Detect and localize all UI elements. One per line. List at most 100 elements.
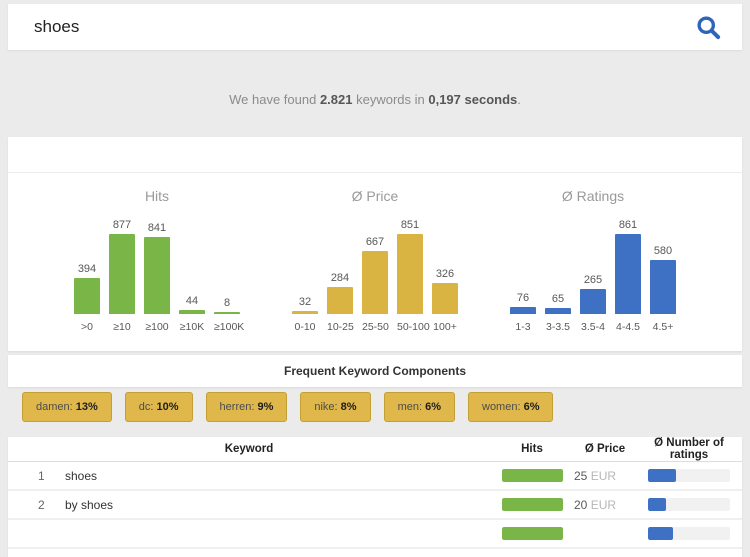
chart-bar[interactable] xyxy=(650,260,676,314)
results-summary: We have found 2.821 keywords in 0,197 se… xyxy=(8,92,742,107)
ratings-bar xyxy=(648,527,673,540)
axis-tick-label: 3-3.5 xyxy=(546,321,570,333)
search-input[interactable] xyxy=(32,16,688,38)
summary-prefix: We have found xyxy=(229,92,320,107)
chart-bar-group: 851 xyxy=(397,219,423,314)
search-button[interactable] xyxy=(688,7,728,47)
axis-tick-label: 0-10 xyxy=(294,321,316,333)
charts-row: Hits 394 877 841 44 8 >0 ≥10 ≥100 ≥10K ≥100K Ø Pric… xyxy=(8,173,742,333)
axis-tick-label: 25-50 xyxy=(362,321,389,333)
ratings-bar xyxy=(648,498,667,511)
keyword-component-tag[interactable]: dc: 10% xyxy=(124,392,193,422)
hits-bar xyxy=(501,498,563,511)
bar-value-label: 65 xyxy=(551,293,565,305)
bar-value-label: 8 xyxy=(223,297,231,309)
chart-bar[interactable] xyxy=(144,237,170,314)
tag-label: herren: xyxy=(219,401,258,413)
table-header-row: Keyword Hits Ø Price Ø Number of ratings xyxy=(8,437,742,462)
keyword-component-tag[interactable]: women: 6% xyxy=(468,392,554,422)
chart-bar[interactable] xyxy=(580,289,606,314)
chart-bar[interactable] xyxy=(214,312,240,314)
chart-bar-group: 65 xyxy=(545,293,571,314)
chart-ratings: Ø Ratings 76 65 265 861 580 1-3 3-3.5 3.5-4 4-4.5… xyxy=(497,188,689,333)
chart-bar[interactable] xyxy=(362,251,388,314)
chart-axis-labels: 0-10 10-25 25-50 50-100 100+ xyxy=(279,321,471,333)
ratings-bar-track xyxy=(648,498,730,511)
bar-value-label: 284 xyxy=(330,272,350,284)
column-header-hits[interactable]: Hits xyxy=(521,443,543,455)
search-icon xyxy=(695,14,722,41)
column-header-keyword[interactable]: Keyword xyxy=(224,443,274,455)
table-row[interactable] xyxy=(8,520,742,549)
chart-bar-group: 284 xyxy=(327,272,353,314)
chart-bar-group: 76 xyxy=(510,292,536,314)
table-row[interactable]: 2 by shoes 20 EUR xyxy=(8,491,742,520)
chart-axis-labels: >0 ≥10 ≥100 ≥10K ≥100K xyxy=(61,321,253,333)
axis-tick-label: ≥100 xyxy=(145,321,169,333)
tag-percent: 13% xyxy=(75,401,98,413)
chart-bar[interactable] xyxy=(545,308,571,314)
hits-bar-track xyxy=(501,527,563,540)
chart-bar[interactable] xyxy=(510,307,536,314)
hits-bar xyxy=(501,469,563,482)
tag-percent: 6% xyxy=(425,401,441,413)
bar-value-label: 580 xyxy=(653,245,673,257)
bar-value-label: 394 xyxy=(77,263,97,275)
keyword-component-tag[interactable]: herren: 9% xyxy=(205,392,288,422)
ratings-bar-track xyxy=(648,527,730,540)
axis-tick-label: 3.5-4 xyxy=(581,321,605,333)
keyword-components-tags: damen: 13% dc: 10% herren: 9% nike: 8% men: … xyxy=(22,392,742,422)
keywords-table: Keyword Hits Ø Price Ø Number of ratings… xyxy=(8,437,742,557)
chart-title: Hits xyxy=(144,188,170,204)
keyword-component-tag[interactable]: men: 6% xyxy=(383,392,455,422)
bar-value-label: 326 xyxy=(435,268,455,280)
tag-percent: 9% xyxy=(257,401,274,413)
row-ratings-cell xyxy=(636,527,742,540)
charts-panel: Hits 394 877 841 44 8 >0 ≥10 ≥100 ≥10K ≥100K Ø Pric… xyxy=(8,137,742,351)
table-body: 1 shoes 25 EUR 2 by shoes 20 EUR xyxy=(8,462,742,549)
chart-plot: 394 877 841 44 8 xyxy=(61,212,253,314)
row-ratings-cell xyxy=(636,498,742,511)
tag-percent: 10% xyxy=(156,401,179,413)
chart-bar[interactable] xyxy=(432,283,458,314)
chart-bar[interactable] xyxy=(109,234,135,314)
keyword-component-tag[interactable]: damen: 13% xyxy=(22,392,112,422)
row-price: 25 EUR xyxy=(574,469,636,483)
hits-bar-track xyxy=(501,498,563,511)
chart-bar[interactable] xyxy=(179,310,205,314)
axis-tick-label: 1-3 xyxy=(515,321,531,333)
chart-bar[interactable] xyxy=(74,278,100,314)
chart-bar-group: 394 xyxy=(74,263,100,314)
tag-label: dc: xyxy=(138,401,157,413)
row-hits-cell xyxy=(490,527,574,540)
bar-value-label: 861 xyxy=(618,219,638,231)
summary-count: 2.821 xyxy=(319,92,353,107)
axis-tick-label: 4.5+ xyxy=(652,321,674,333)
column-header-price[interactable]: Ø Price xyxy=(584,443,626,455)
axis-tick-label: 4-4.5 xyxy=(616,321,640,333)
table-row[interactable]: 1 shoes 25 EUR xyxy=(8,462,742,491)
chart-bar[interactable] xyxy=(615,234,641,314)
keyword-components-heading: Frequent Keyword Components xyxy=(8,355,742,387)
axis-tick-label: ≥10 xyxy=(113,321,131,333)
price-currency: EUR xyxy=(590,497,617,512)
bar-value-label: 877 xyxy=(112,219,132,231)
column-header-ratings[interactable]: Ø Number of ratings xyxy=(654,437,724,461)
axis-tick-label: 50-100 xyxy=(397,321,430,333)
chart-plot: 32 284 667 851 326 xyxy=(279,212,471,314)
hits-bar xyxy=(501,527,563,540)
hits-bar-track xyxy=(501,469,563,482)
bar-value-label: 44 xyxy=(185,295,199,307)
keyword-component-tag[interactable]: nike: 8% xyxy=(300,392,371,422)
search-bar xyxy=(8,4,742,50)
bar-value-label: 841 xyxy=(147,222,167,234)
chart-bar[interactable] xyxy=(292,311,318,314)
axis-tick-label: ≥100K xyxy=(214,321,245,333)
axis-tick-label: 100+ xyxy=(433,321,457,333)
summary-suffix: . xyxy=(517,92,521,107)
chart-bar[interactable] xyxy=(327,287,353,314)
tag-percent: 8% xyxy=(340,401,357,413)
chart-bar-group: 877 xyxy=(109,219,135,314)
axis-tick-label: 10-25 xyxy=(327,321,354,333)
chart-bar[interactable] xyxy=(397,234,423,314)
